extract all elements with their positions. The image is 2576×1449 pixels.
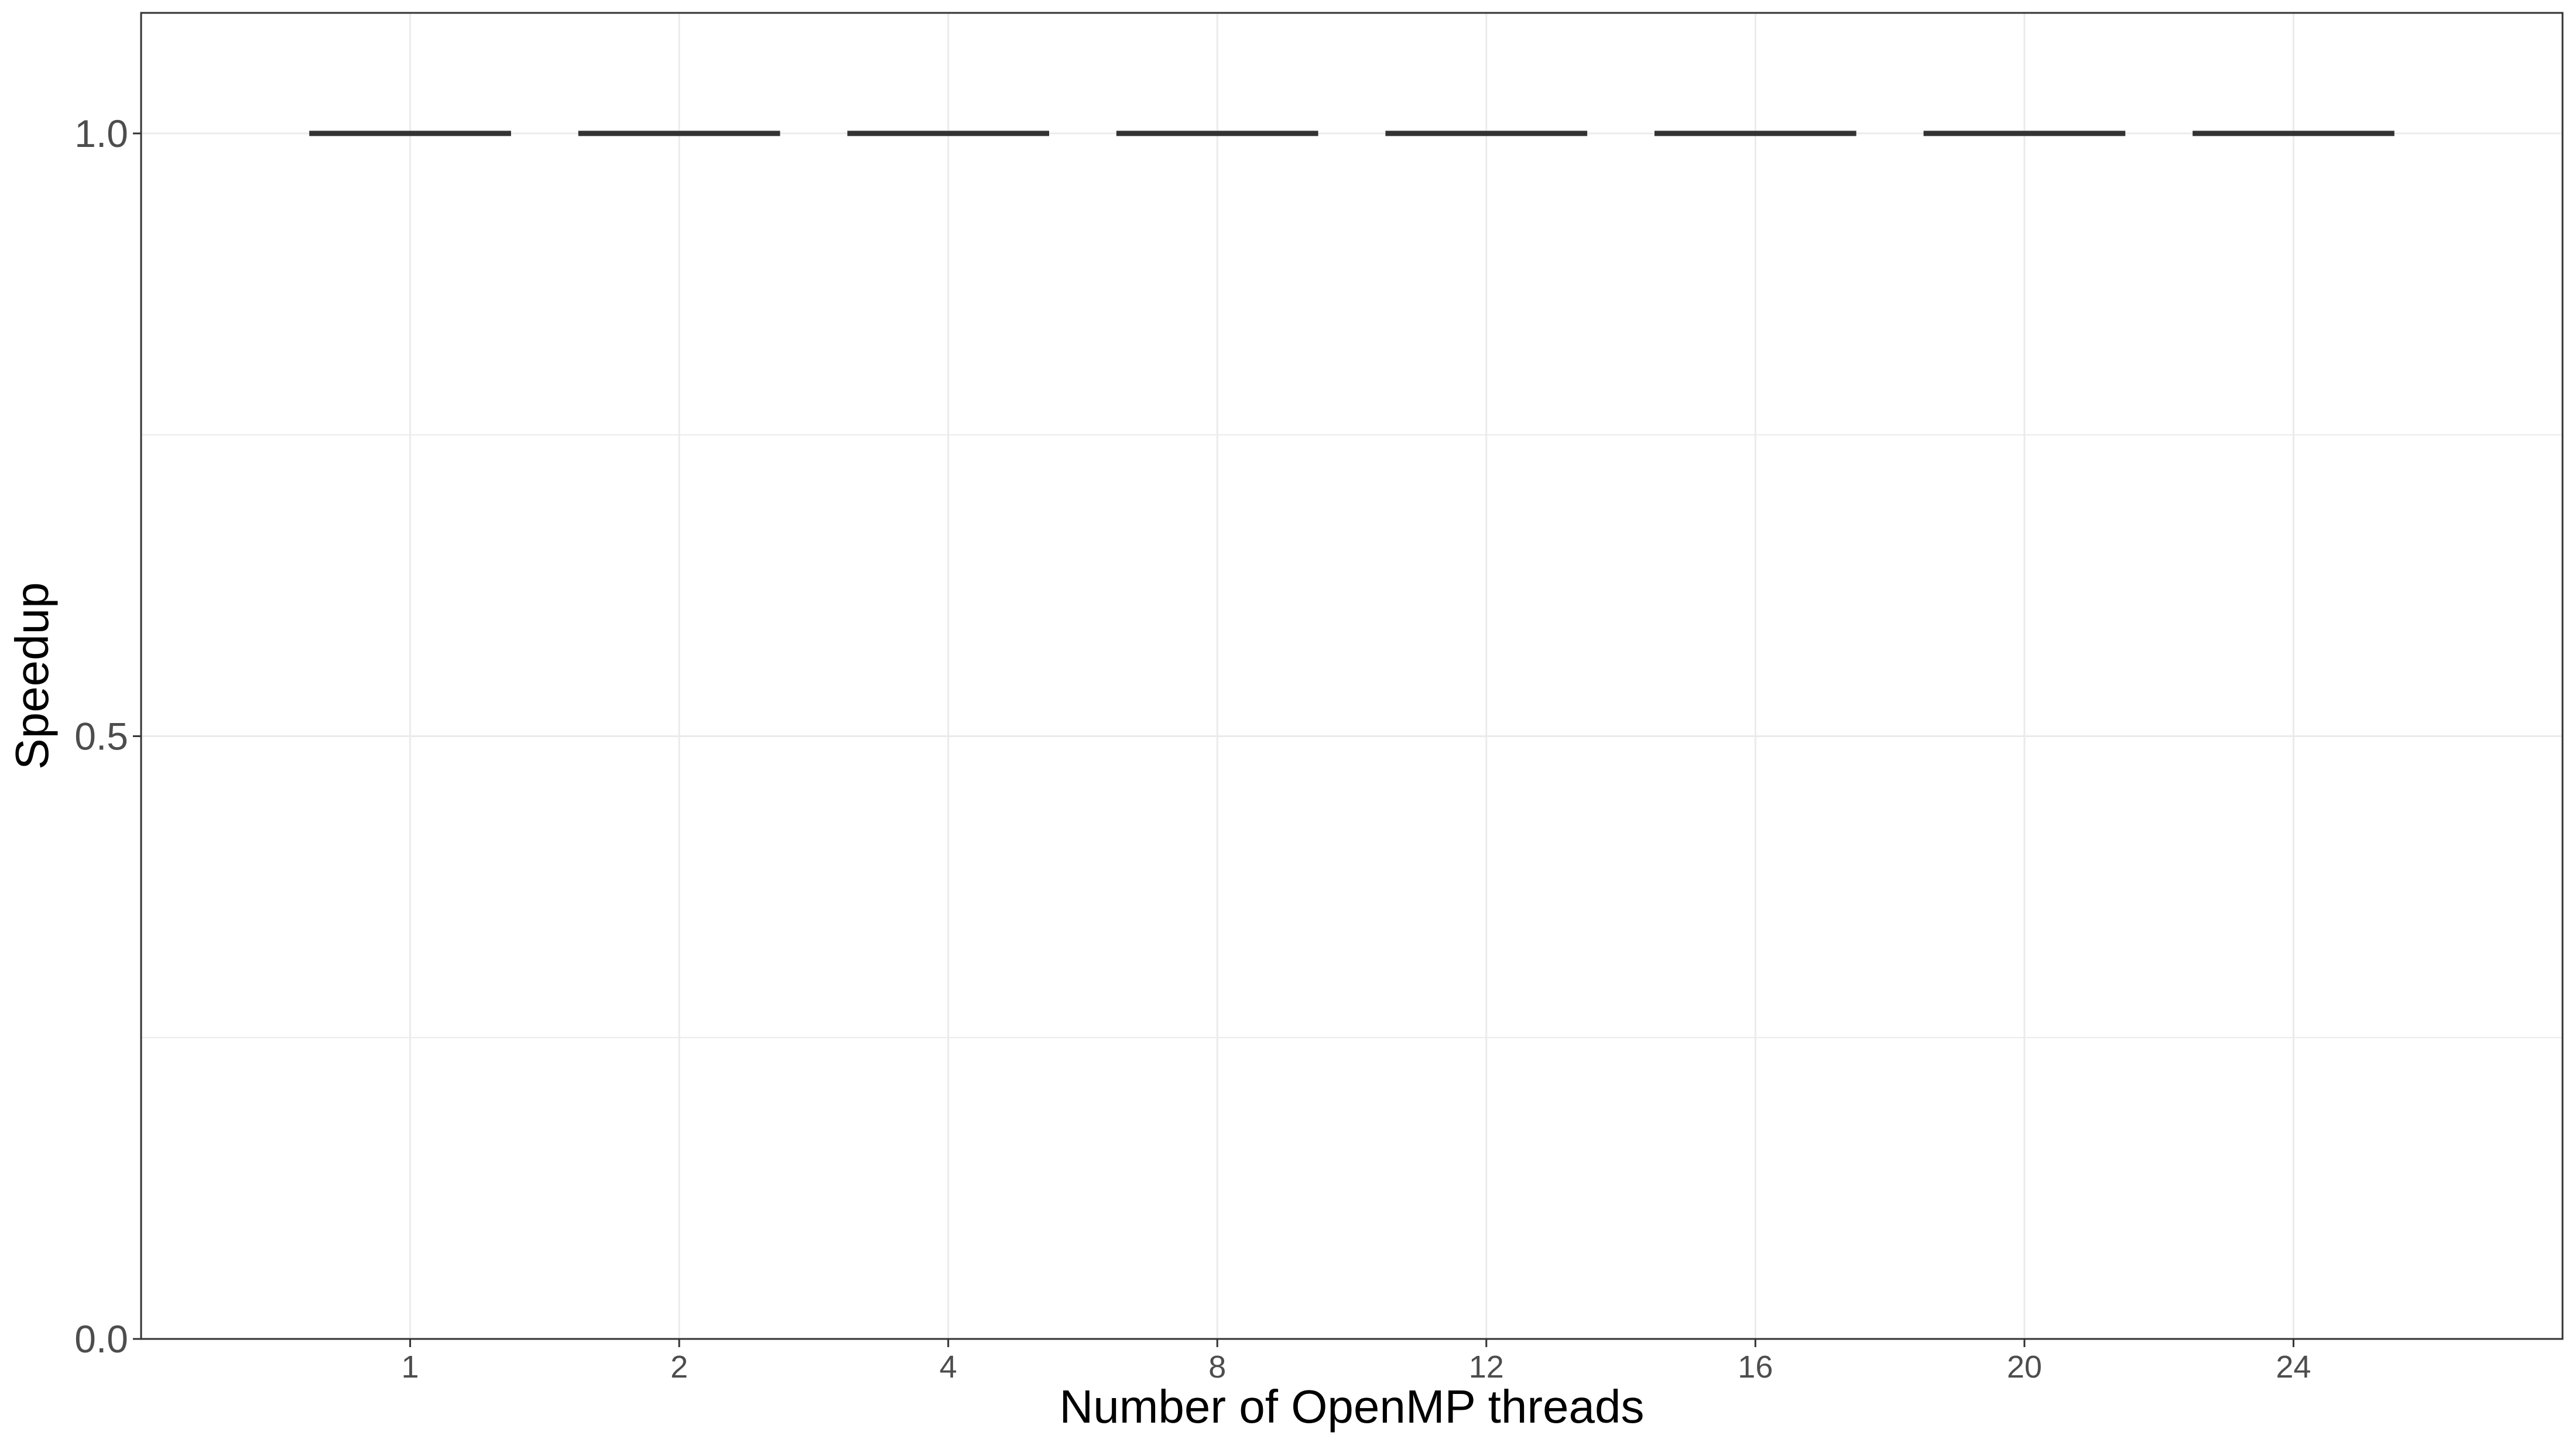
x-tick-label: 20: [2007, 1349, 2042, 1385]
x-tick-label: 16: [1738, 1349, 1773, 1385]
panel-border: [140, 12, 2564, 1340]
axes: 0.00.51.01 2 4 8 12 16 20 24: [74, 112, 2311, 1385]
x-tick-label: 2: [670, 1349, 688, 1385]
x-axis-title: Number of OpenMP threads: [1059, 1381, 1644, 1433]
y-tick-label: 0.0: [74, 1317, 128, 1361]
y-axis-title: Speedup: [6, 582, 58, 769]
x-tick-label: 8: [1208, 1349, 1226, 1385]
y-tick-label: 0.5: [74, 714, 128, 758]
x-tick-label: 12: [1469, 1349, 1504, 1385]
grid-lines: [141, 13, 2563, 1340]
y-tick-label: 1.0: [74, 112, 128, 155]
x-tick-label: 4: [940, 1349, 957, 1385]
x-tick-label: 24: [2276, 1349, 2311, 1385]
x-tick-label: 1: [402, 1349, 419, 1385]
